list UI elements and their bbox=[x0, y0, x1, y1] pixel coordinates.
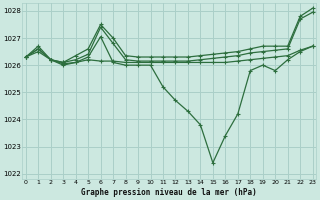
X-axis label: Graphe pression niveau de la mer (hPa): Graphe pression niveau de la mer (hPa) bbox=[81, 188, 257, 197]
